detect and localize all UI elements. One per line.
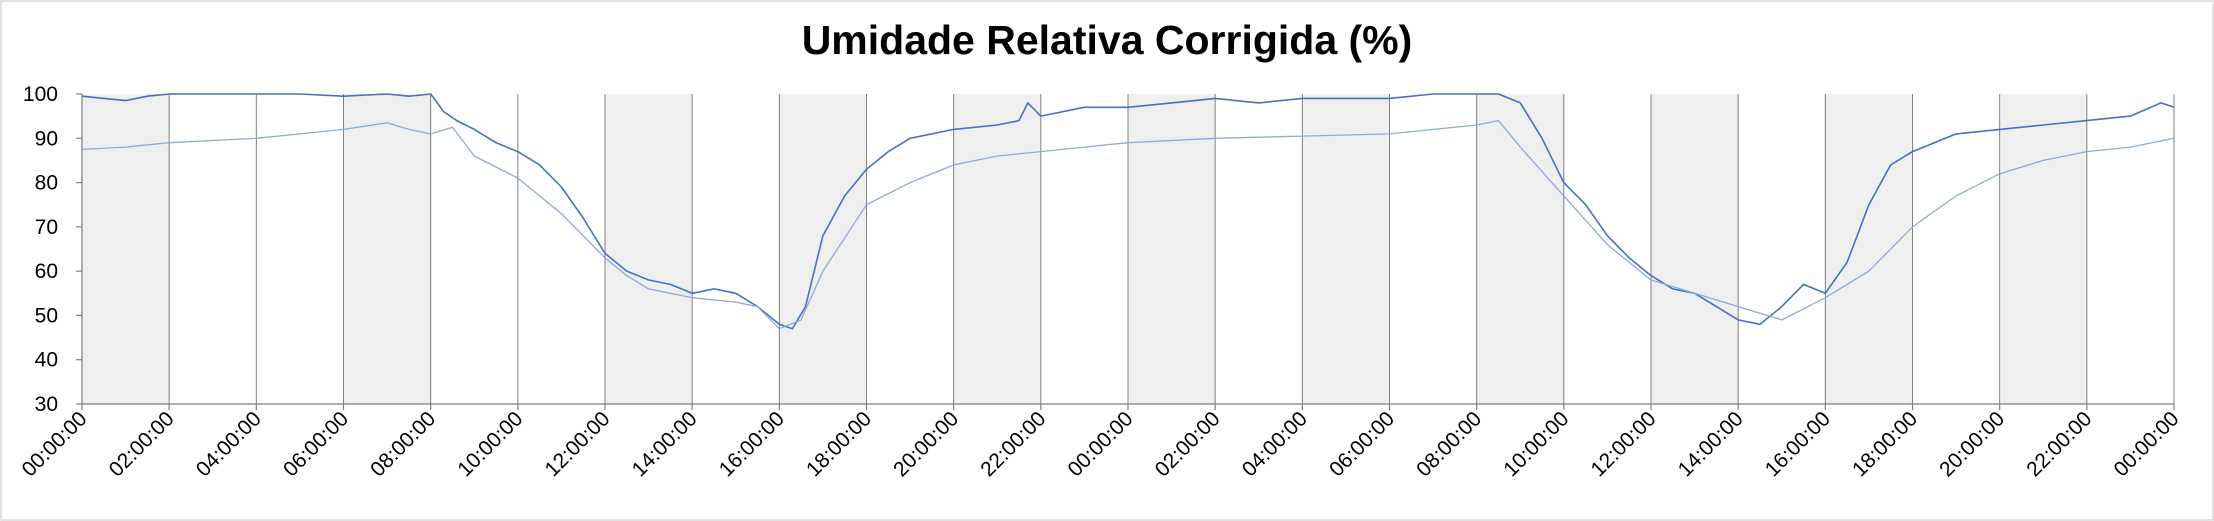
y-tick-label-5: 80 bbox=[35, 172, 58, 195]
y-tick-label-7: 100 bbox=[23, 83, 58, 106]
series-layer bbox=[81, 93, 2175, 330]
series-line-2 bbox=[81, 119, 2175, 330]
chart-title: Umidade Relativa Corrigida (%) bbox=[802, 17, 1413, 63]
shaded-band-2 bbox=[605, 94, 693, 404]
shaded-band-8 bbox=[1651, 94, 1739, 404]
shaded-band-5 bbox=[1128, 94, 1216, 404]
shaded-band-0 bbox=[82, 94, 170, 404]
y-axis-ticks: 30 40 50 60 70 80 90 100 bbox=[23, 83, 82, 416]
shaded-band-6 bbox=[1302, 94, 1390, 404]
shaded-band-4 bbox=[953, 94, 1041, 404]
y-tick-label-0: 30 bbox=[35, 393, 58, 416]
y-tick-label-3: 60 bbox=[35, 260, 58, 283]
shaded-band-10 bbox=[1999, 94, 2087, 404]
y-tick-label-4: 70 bbox=[35, 216, 58, 239]
shaded-band-7 bbox=[1476, 94, 1564, 404]
series-line-1 bbox=[81, 93, 2175, 330]
shaded-band-3 bbox=[779, 94, 867, 404]
y-tick-label-6: 90 bbox=[35, 127, 58, 150]
shaded-band-9 bbox=[1825, 94, 1913, 404]
shaded-bands bbox=[82, 94, 2087, 404]
shaded-band-1 bbox=[343, 94, 431, 404]
y-tick-label-2: 50 bbox=[35, 304, 58, 327]
y-tick-label-1: 40 bbox=[35, 349, 58, 372]
